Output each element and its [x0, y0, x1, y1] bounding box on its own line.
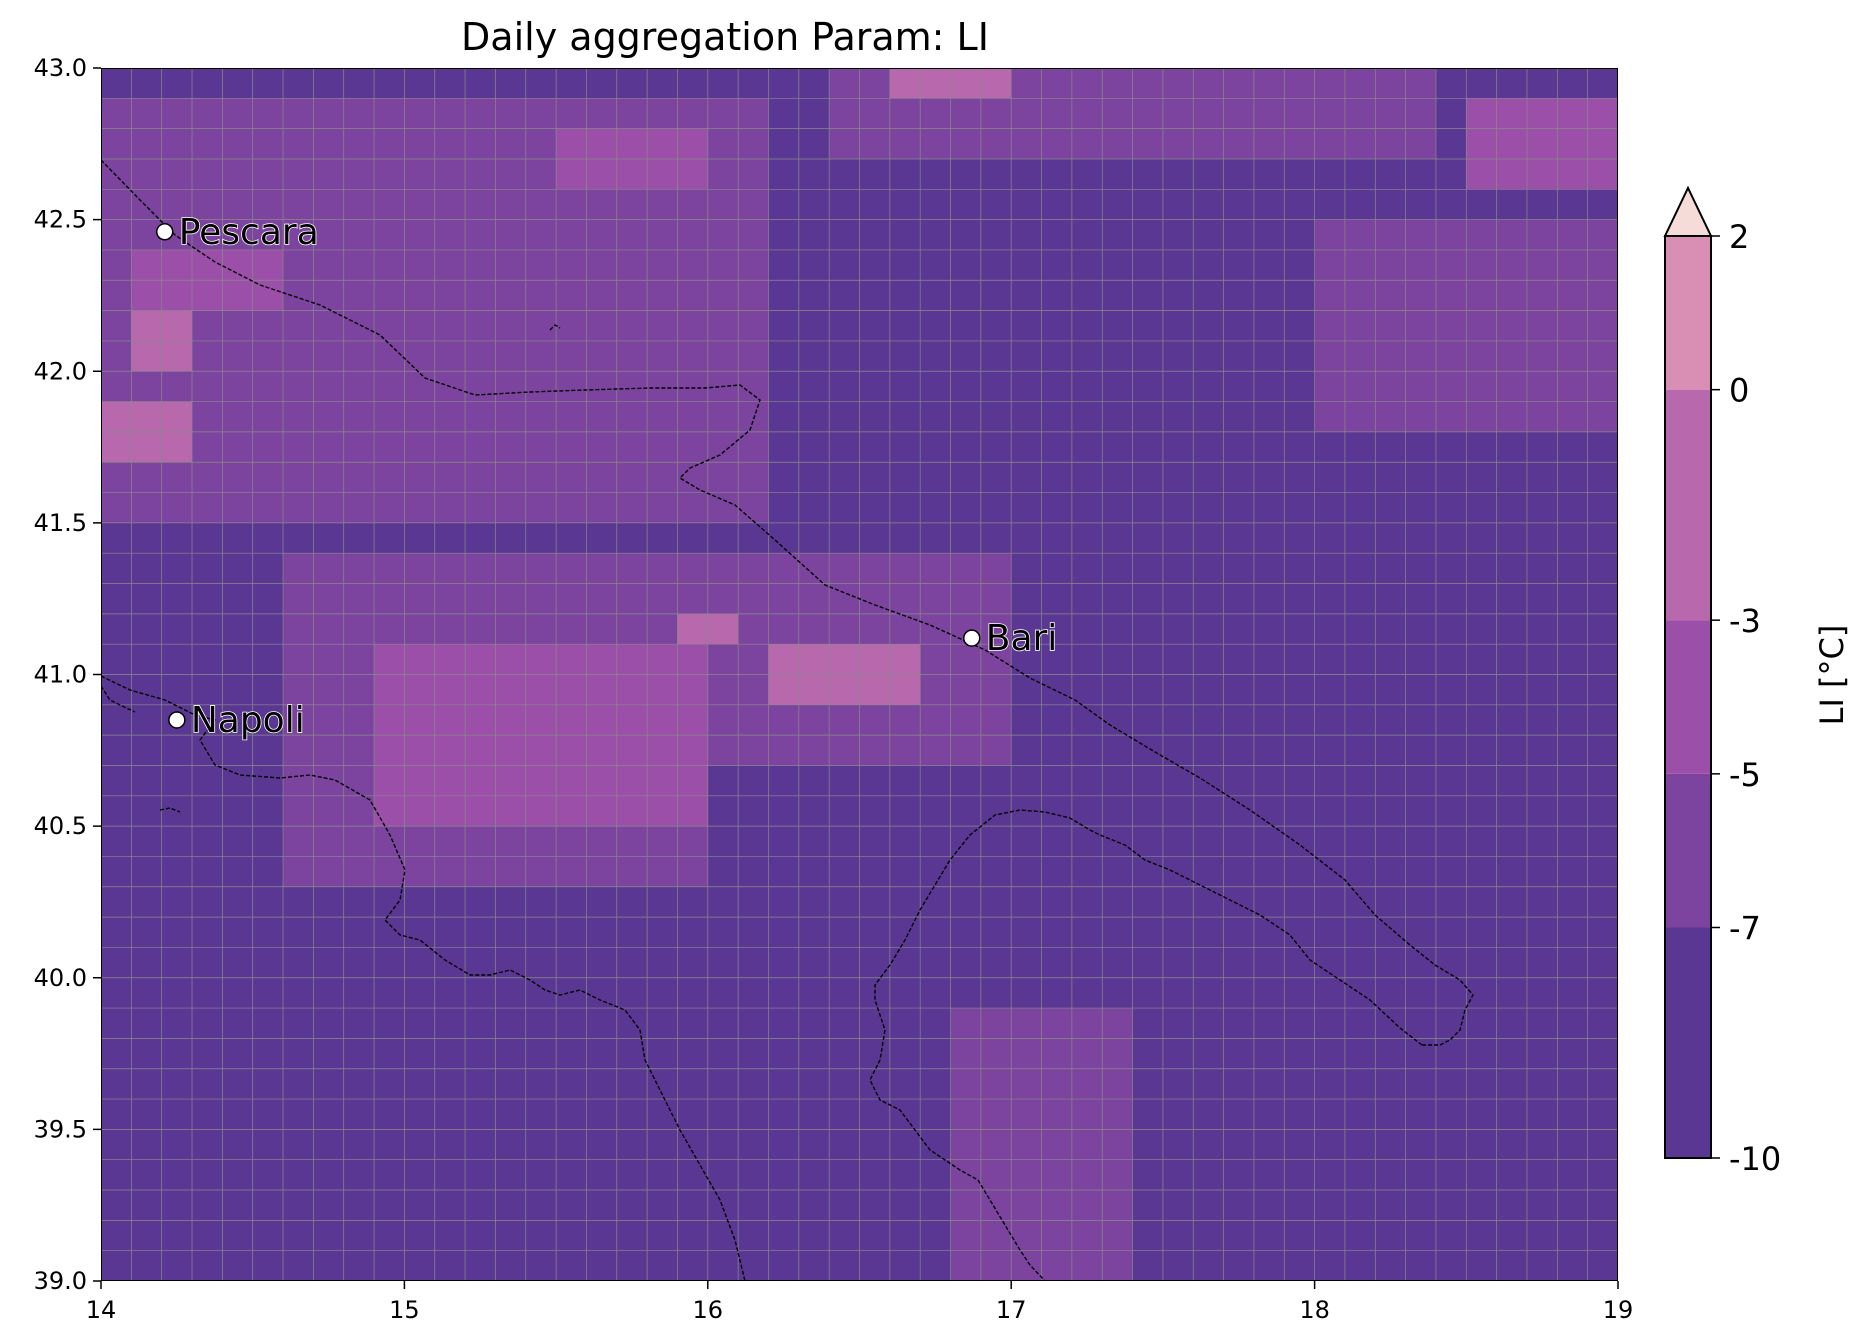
colorbar-tick-label: 0: [1729, 372, 1749, 410]
y-tick-label: 43.0: [34, 54, 87, 82]
coastline-island-capri: [159, 807, 181, 813]
city-label-bari: Bari: [986, 618, 1058, 659]
colorbar-extend-arrow: [1663, 185, 1713, 237]
coastline: [101, 159, 1474, 1281]
colorbar-band: [1665, 389, 1711, 621]
y-tick-label: 40.0: [34, 964, 87, 992]
gridlines: [101, 68, 1618, 1281]
colorbar-band: [1665, 620, 1711, 774]
coastline-adriatic: [101, 159, 1474, 1046]
x-tick-label: 17: [996, 1296, 1027, 1324]
y-tick-label: 39.0: [34, 1267, 87, 1295]
city-label-napoli: Napoli: [191, 700, 305, 741]
colorbar-ticks: 2 0 -3 -5 -7 -10: [1711, 218, 1781, 1178]
chart-title: Daily aggregation Param: LI: [461, 15, 989, 59]
city-marker-bari: [963, 629, 981, 647]
city-marker-pescara: [155, 223, 174, 241]
colorbar-band: [1665, 236, 1711, 390]
coastline-tyrrhenian: [101, 675, 746, 1281]
x-tick-label: 19: [1603, 1296, 1634, 1324]
city-label-pescara: Pescara: [179, 212, 319, 253]
coastline-gulf-naples: [101, 685, 136, 713]
colorbar-bands: [1665, 236, 1711, 1158]
colorbar-tick-label: -10: [1729, 1140, 1781, 1178]
x-tick-label: 18: [1299, 1296, 1330, 1324]
colorbar: 2 0 -3 -5 -7 -10 LI [°C]: [1663, 185, 1851, 1178]
city-markers: Pescara Bari Napoli: [155, 211, 1058, 742]
colorbar-tick-label: -3: [1729, 602, 1761, 640]
y-tick-label: 42.0: [34, 357, 87, 385]
colorbar-band: [1665, 927, 1711, 1158]
y-tick-label: 39.5: [34, 1115, 87, 1143]
colorbar-band: [1665, 773, 1711, 928]
colorbar-label: LI [°C]: [1813, 625, 1851, 726]
y-axis: 39.0 39.5 40.0 40.5 41.0 41.5 42.0 42.5 43.0: [34, 54, 101, 1295]
city-marker-napoli: [168, 711, 186, 729]
field-cell: [1466, 98, 1618, 190]
y-tick-label: 40.5: [34, 812, 87, 840]
y-tick-label: 41.5: [34, 509, 87, 537]
plot-area: [101, 68, 1618, 1281]
coastline-tremiti: [549, 324, 561, 331]
x-tick-label: 15: [389, 1296, 420, 1324]
x-axis: 14 15 16 17 18 19: [86, 1281, 1634, 1324]
colorbar-frame: [1664, 235, 1712, 1159]
colorbar-tick-label: -5: [1729, 756, 1761, 794]
colorbar-tick-label: 2: [1729, 218, 1749, 256]
x-tick-label: 14: [86, 1296, 117, 1324]
coastline-calabria-west: [977, 1179, 1046, 1281]
y-tick-label: 42.5: [34, 206, 87, 234]
colorbar-tick-label: -7: [1729, 910, 1761, 948]
coastline-ionian-salento: [869, 809, 1423, 1181]
x-tick-label: 16: [693, 1296, 724, 1324]
y-tick-label: 41.0: [34, 661, 87, 689]
